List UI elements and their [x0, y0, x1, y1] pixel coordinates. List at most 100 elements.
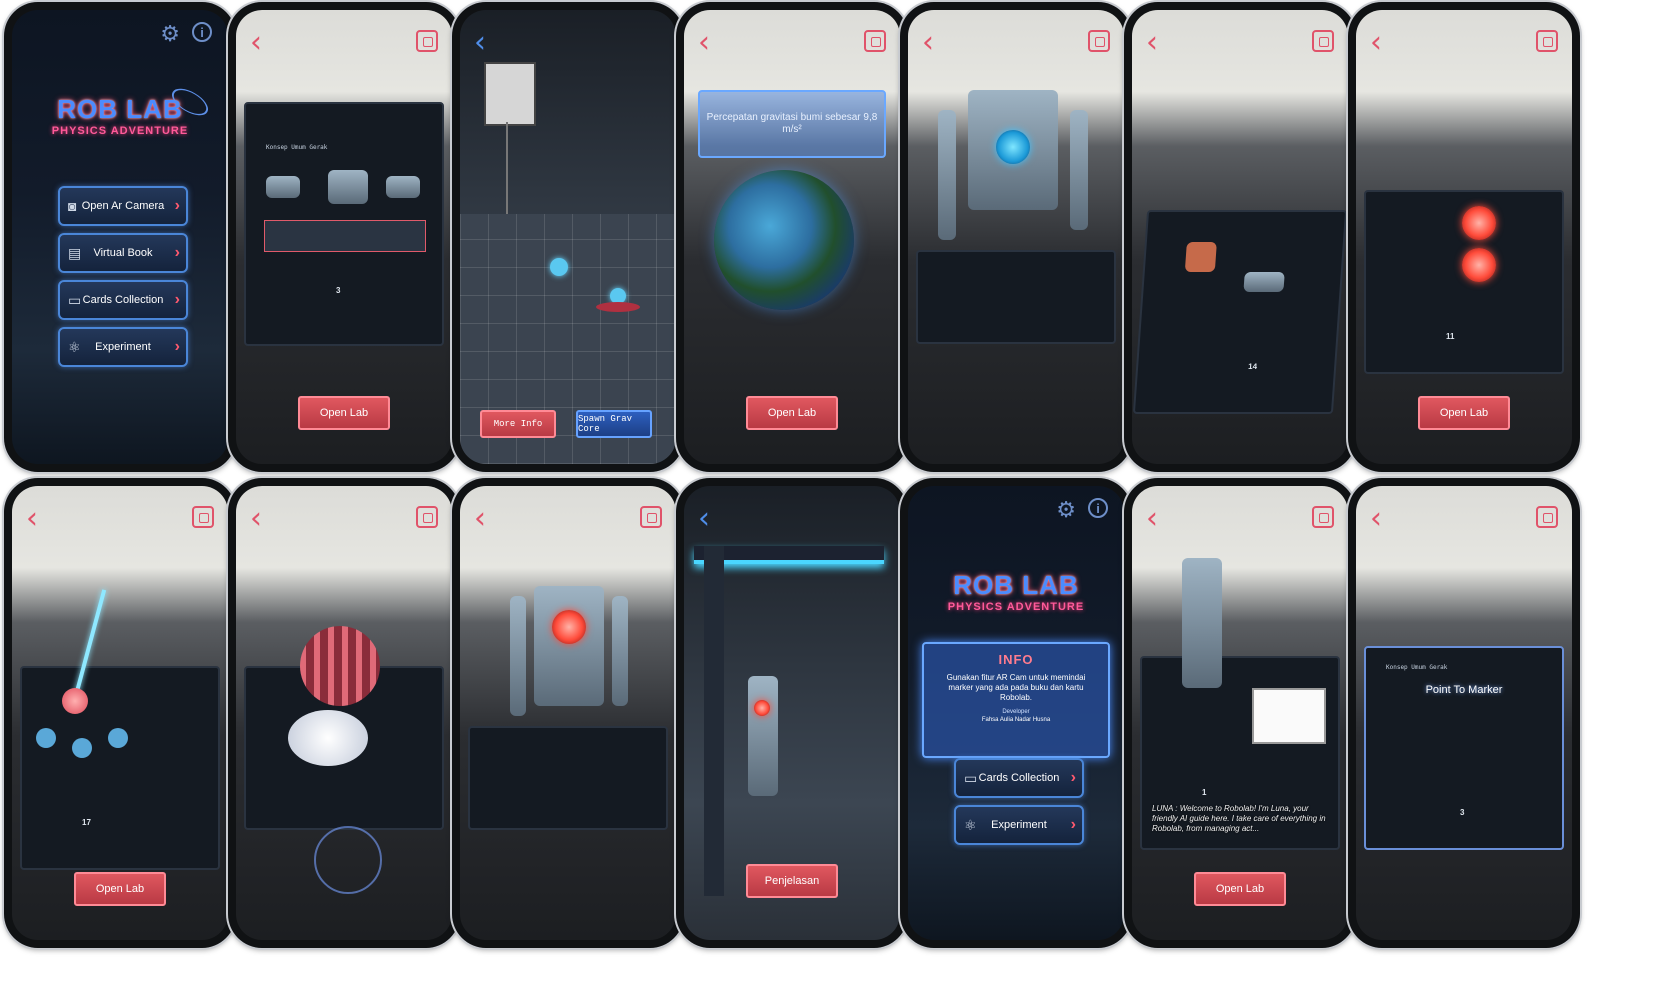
- robot-card: [468, 726, 668, 830]
- chevron-right-icon: ›: [174, 291, 180, 308]
- ball: [72, 738, 92, 758]
- experiment-button[interactable]: ⚛ Experiment ›: [954, 805, 1084, 845]
- robot-illustration: [386, 176, 420, 198]
- back-arrow-icon[interactable]: ‹: [474, 25, 486, 60]
- robot-arm: [1070, 110, 1088, 230]
- app-logo: ROB LAB PHYSICS ADVENTURE: [12, 83, 228, 137]
- joystick[interactable]: [314, 826, 382, 894]
- ball: [36, 728, 56, 748]
- striped-sphere: [300, 626, 380, 706]
- back-arrow-icon[interactable]: ‹: [698, 501, 710, 536]
- text-block: [264, 220, 426, 252]
- robot-illustration: [266, 176, 300, 198]
- phone-ar-spheres: ‹: [228, 478, 460, 948]
- button-label: Cards Collection: [82, 294, 164, 306]
- screen: ‹ 14: [1132, 10, 1348, 464]
- page-number: 14: [1247, 362, 1258, 371]
- phone-ar-book: ‹ Konsep Umum Gerak 3 Open Lab: [228, 2, 460, 472]
- penjelasan-button[interactable]: Penjelasan: [746, 864, 838, 898]
- page-number: 11: [1446, 332, 1455, 341]
- point-to-marker-label: Point To Marker: [1425, 684, 1503, 696]
- back-arrow-icon[interactable]: ‹: [26, 501, 38, 536]
- scan-icon[interactable]: [1312, 506, 1334, 528]
- phone-ar-robot-red: ‹: [452, 478, 684, 948]
- book-page: 14: [1132, 210, 1348, 414]
- scan-icon[interactable]: [192, 506, 214, 528]
- phone-lab-laser: ‹ Penjelasan: [676, 478, 908, 948]
- cards-icon: ▭: [68, 291, 82, 308]
- phone-ar-robot-book: ‹ 11 Open Lab: [1348, 2, 1580, 472]
- cards-icon: ▭: [964, 769, 978, 786]
- back-arrow-icon[interactable]: ‹: [1146, 25, 1158, 60]
- scan-icon[interactable]: [1536, 30, 1558, 52]
- gear-icon[interactable]: ⚙: [160, 22, 180, 47]
- open-lab-button[interactable]: Open Lab: [746, 396, 838, 430]
- back-arrow-icon[interactable]: ‹: [250, 501, 262, 536]
- back-arrow-icon[interactable]: ‹: [474, 501, 486, 536]
- screen: ‹ Percepatan gravitasi bumi sebesar 9,8 …: [684, 10, 900, 464]
- phone-info-popup: ⚙ i ROB LAB PHYSICS ADVENTURE INFO Gunak…: [900, 478, 1132, 948]
- book-icon: ▤: [68, 244, 82, 261]
- back-arrow-icon[interactable]: ‹: [1370, 501, 1382, 536]
- robot-arm: [938, 110, 956, 240]
- pendulum-bob: [62, 688, 88, 714]
- screen: ⚙ i ROB LAB PHYSICS ADVENTURE ◙ Open Ar …: [12, 10, 228, 464]
- button-label: Virtual Book: [93, 247, 153, 259]
- robot-eye: [754, 700, 770, 716]
- cards-collection-button[interactable]: ▭ Cards Collection ›: [58, 280, 188, 320]
- screen: ‹ Penjelasan: [684, 486, 900, 940]
- scan-icon[interactable]: [416, 506, 438, 528]
- screen: ‹ More Info Spawn Grav Core: [460, 10, 676, 464]
- gravity-text: Percepatan gravitasi bumi sebesar 9,8 m/…: [706, 112, 878, 135]
- spawn-grav-core-button[interactable]: Spawn Grav Core: [576, 410, 652, 438]
- gear-icon[interactable]: ⚙: [1056, 498, 1076, 523]
- logo-subtitle: PHYSICS ADVENTURE: [947, 601, 1085, 613]
- scan-icon[interactable]: [1088, 30, 1110, 52]
- page-title: Konsep Umum Gerak: [266, 144, 328, 151]
- back-arrow-icon[interactable]: ‹: [698, 25, 710, 60]
- monitor: [1252, 688, 1326, 744]
- open-lab-button[interactable]: Open Lab: [1194, 872, 1286, 906]
- open-lab-button[interactable]: Open Lab: [1418, 396, 1510, 430]
- rail: [506, 122, 508, 302]
- more-info-button[interactable]: More Info: [480, 410, 556, 438]
- back-arrow-icon[interactable]: ‹: [1370, 25, 1382, 60]
- phone-main-menu: ⚙ i ROB LAB PHYSICS ADVENTURE ◙ Open Ar …: [4, 2, 236, 472]
- laser-beam: [694, 546, 884, 564]
- scan-icon[interactable]: [1312, 30, 1334, 52]
- screen: ‹ Konsep Umum Gerak 3 Open Lab: [236, 10, 452, 464]
- book-page: 11: [1364, 190, 1564, 374]
- chevron-right-icon: ›: [1070, 769, 1076, 786]
- chevron-right-icon: ›: [1070, 816, 1076, 833]
- scan-icon[interactable]: [864, 30, 886, 52]
- back-arrow-icon[interactable]: ‹: [922, 25, 934, 60]
- robot-arm: [612, 596, 628, 706]
- phone-earth-gravity: ‹ Percepatan gravitasi bumi sebesar 9,8 …: [676, 2, 908, 472]
- cards-collection-button[interactable]: ▭ Cards Collection ›: [954, 758, 1084, 798]
- chevron-right-icon: ›: [174, 244, 180, 261]
- virtual-book-button[interactable]: ▤ Virtual Book ›: [58, 233, 188, 273]
- screen: ‹ 1 LUNA : Welcome to Robolab! I'm Luna,…: [1132, 486, 1348, 940]
- page-number: 17: [82, 818, 91, 827]
- scan-icon[interactable]: [416, 30, 438, 52]
- robot-model: [534, 586, 604, 706]
- ball: [108, 728, 128, 748]
- phone-point-to-marker: ‹ Konsep Umum Gerak 3 Point To Marker: [1348, 478, 1580, 948]
- open-ar-camera-button[interactable]: ◙ Open Ar Camera ›: [58, 186, 188, 226]
- scan-icon[interactable]: [1536, 506, 1558, 528]
- robot-illustration: [1184, 242, 1217, 272]
- scan-icon[interactable]: [640, 506, 662, 528]
- screen: ‹ 17 Open Lab: [12, 486, 228, 940]
- info-icon[interactable]: i: [192, 22, 212, 42]
- logo-title: ROB LAB: [953, 570, 1079, 600]
- open-lab-button[interactable]: Open Lab: [298, 396, 390, 430]
- open-lab-button[interactable]: Open Lab: [74, 872, 166, 906]
- experiment-button[interactable]: ⚛ Experiment ›: [58, 327, 188, 367]
- back-arrow-icon[interactable]: ‹: [250, 25, 262, 60]
- info-icon[interactable]: i: [1088, 498, 1108, 518]
- phone-ar-inertia: ‹ 14: [1124, 2, 1356, 472]
- screen: ‹: [236, 486, 452, 940]
- back-arrow-icon[interactable]: ‹: [1146, 501, 1158, 536]
- button-label: Experiment: [991, 819, 1047, 831]
- grav-core: [610, 288, 626, 304]
